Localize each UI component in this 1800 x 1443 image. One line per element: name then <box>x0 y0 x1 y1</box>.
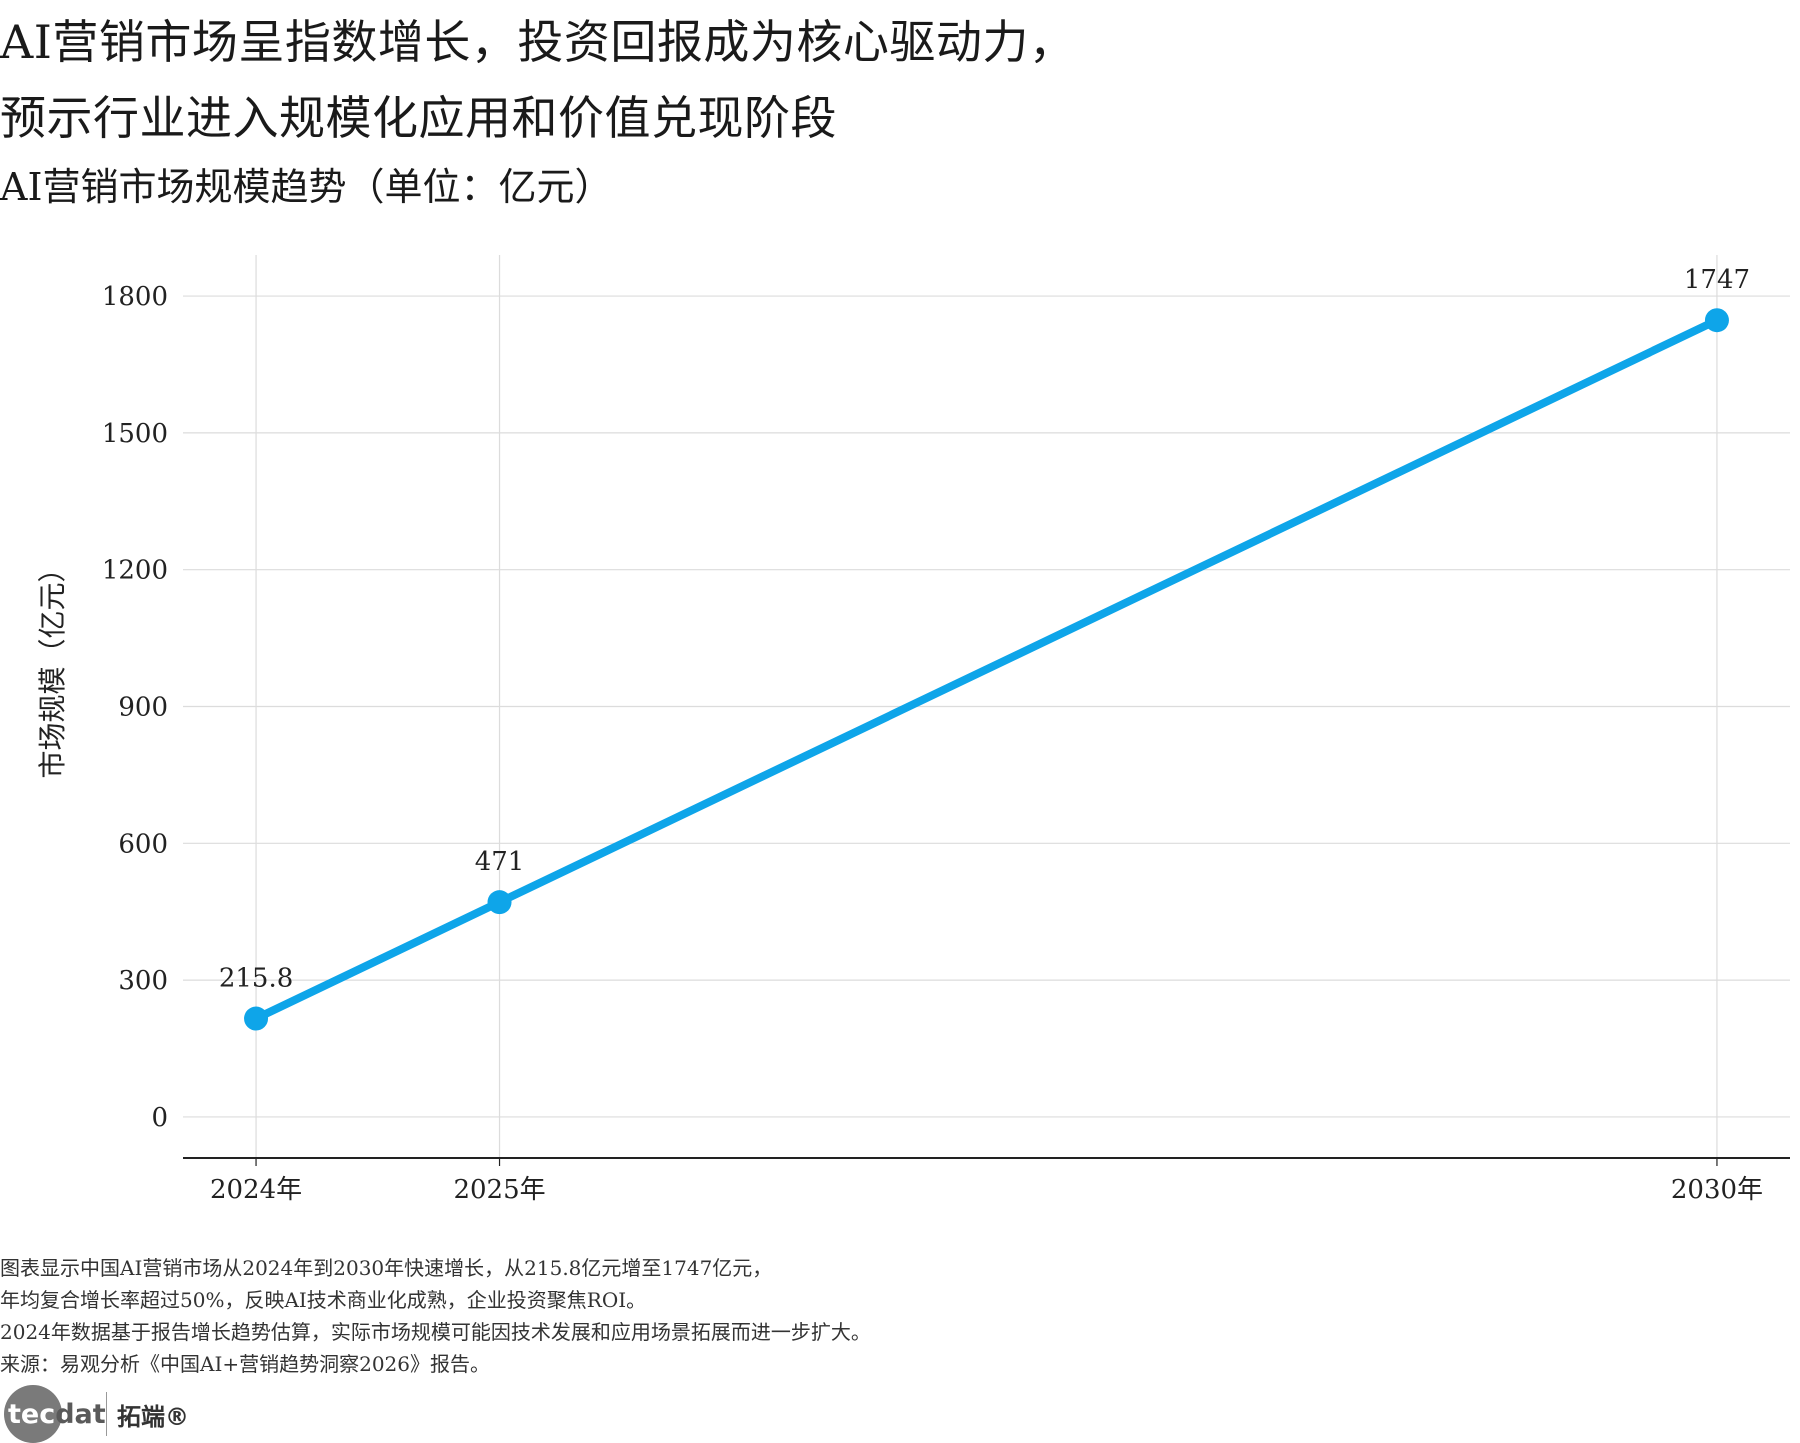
data-point <box>1704 308 1729 333</box>
tecdat-logo: tec dat 拓端® <box>4 1385 189 1443</box>
y-tick-label: 900 <box>118 693 168 723</box>
data-label: 471 <box>475 847 525 877</box>
title-line-1: AI营销市场呈指数增长，投资回报成为核心驱动力， <box>0 15 1076 69</box>
caption-line-3: 2024年数据基于报告增长趋势估算，实际市场规模可能因技术发展和应用场景拓展而进… <box>0 1320 871 1344</box>
y-tick-label: 1500 <box>102 419 168 449</box>
y-tick-label: 600 <box>118 829 168 859</box>
logo-mark: tec dat <box>4 1385 106 1443</box>
y-tick-label: 1200 <box>102 556 168 586</box>
x-tick-label: 2025年 <box>453 1175 545 1205</box>
logo-divider <box>106 1392 107 1436</box>
chart-subtitle: AI营销市场规模趋势（单位：亿元） <box>0 165 613 209</box>
x-tick-label: 2030年 <box>1671 1175 1763 1205</box>
data-point <box>244 1006 269 1031</box>
x-tick-label: 2024年 <box>210 1175 302 1205</box>
series-line <box>252 316 1721 1023</box>
chart-title: AI营销市场呈指数增长，投资回报成为核心驱动力， 预示行业进入规模化应用和价值兑… <box>0 4 1800 156</box>
y-tick-label: 300 <box>118 966 168 996</box>
caption-line-1: 图表显示中国AI营销市场从2024年到2030年快速增长，从215.8亿元增至1… <box>0 1256 773 1280</box>
caption-line-2: 年均复合增长率超过50%，反映AI技术商业化成熟，企业投资聚焦ROI。 <box>0 1288 647 1312</box>
chart-caption: 图表显示中国AI营销市场从2024年到2030年快速增长，从215.8亿元增至1… <box>0 1252 871 1380</box>
data-point <box>487 890 512 915</box>
caption-line-4: 来源：易观分析《中国AI+营销趋势洞察2026》报告。 <box>0 1352 490 1376</box>
y-tick-label: 0 <box>151 1103 168 1133</box>
y-tick-label: 1800 <box>102 282 168 312</box>
logo-chinese-name: 拓端® <box>117 1402 189 1431</box>
data-label: 215.8 <box>219 964 293 994</box>
title-line-2: 预示行业进入规模化应用和价值兑现阶段 <box>0 91 837 145</box>
y-axis-label: 市场规模（亿元） <box>36 554 69 778</box>
data-label: 1747 <box>1684 265 1750 295</box>
